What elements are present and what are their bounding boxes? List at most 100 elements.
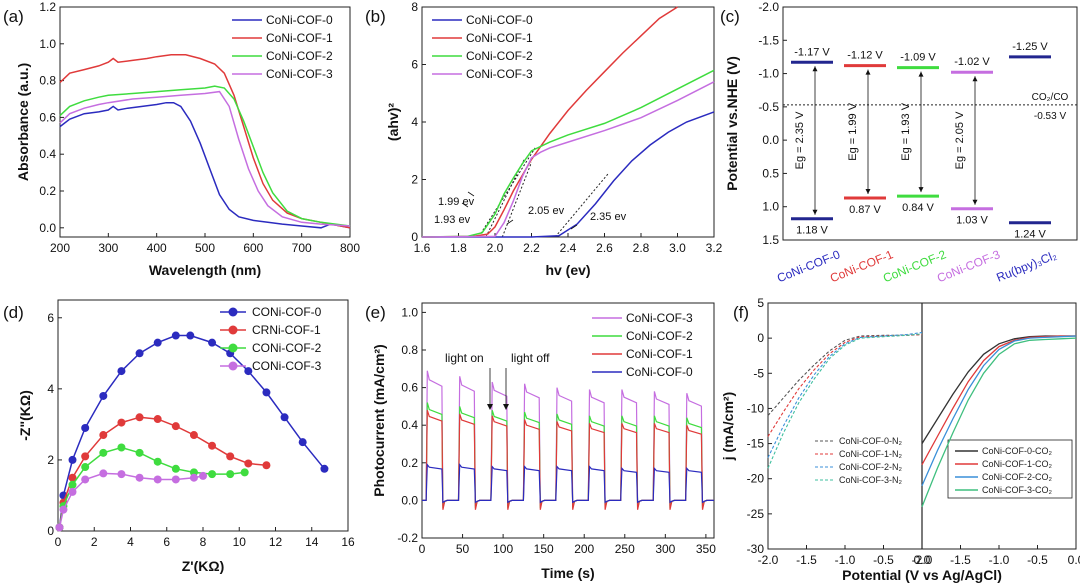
a-legend-label: CoNi-COF-0 <box>266 13 333 27</box>
b-series-line <box>421 69 715 238</box>
b-series-line <box>422 111 715 238</box>
panel-d: 0 2 4 6 8 10 12 14 16 0 2 4 6 CONi-COF-0 CRNi-COF-1 CON… <box>3 299 355 574</box>
c-y-tick-label: 0.0 <box>762 133 779 147</box>
e-y-axis-title: Photocurrent (mA/cm²) <box>371 344 387 496</box>
d-data-point <box>99 391 108 400</box>
d-data-point <box>135 349 144 358</box>
d-x-tick-label: 10 <box>233 535 247 549</box>
c-vb-label: 1.24 V <box>1014 229 1046 241</box>
panel-f: -30-25-20-15-10-505-2.0 -1.5 -1.0 -0.5 0.0-2… <box>720 296 1080 583</box>
d-x-tick-label: 12 <box>269 535 283 549</box>
c-vb-label: 1.03 V <box>956 215 988 227</box>
d-data-point <box>135 473 144 482</box>
d-data-point <box>153 475 162 484</box>
a-y-tick-label: 0.6 <box>39 110 56 124</box>
a-y-axis-title: Absorbance (a.u.) <box>15 63 31 181</box>
d-data-point <box>99 469 108 478</box>
e-x-tick-label: 50 <box>456 542 470 556</box>
d-data-point <box>189 473 198 482</box>
d-y-tick-label: 0 <box>47 524 54 538</box>
b-bandgap-annotation: 2.35 ev <box>590 211 627 223</box>
f-n2-series-line <box>767 334 923 437</box>
c-gap-value: Eg = 2.35 V <box>794 111 806 169</box>
panel-label-a: (a) <box>3 7 24 26</box>
e-y-tick-label: 1.0 <box>401 305 418 319</box>
d-data-point <box>68 480 77 489</box>
d-data-point <box>81 423 90 432</box>
d-data-point <box>262 461 271 470</box>
d-x-tick-label: 2 <box>91 535 98 549</box>
f-n2-series-line <box>767 334 923 416</box>
a-legend-label: CoNi-COF-1 <box>266 31 333 45</box>
f-x-tick-label: -0.5 <box>873 553 894 567</box>
d-data-point <box>117 418 126 427</box>
c-cb-label: -1.02 V <box>954 56 990 68</box>
f-x-tick-label: -1.5 <box>796 553 817 567</box>
d-data-point <box>59 505 68 514</box>
c-reference-value: -0.53 V <box>1034 111 1067 122</box>
e-x-tick-label: 200 <box>574 542 594 556</box>
d-data-point <box>99 431 108 440</box>
d-data-point <box>199 471 207 480</box>
b-bandgap-annotation: 1.99 ev <box>438 196 475 208</box>
d-x-tick-label: 16 <box>341 535 355 549</box>
d-y-tick-label: 2 <box>47 453 54 467</box>
a-series-line <box>59 101 351 229</box>
e-y-tick-label: 0.2 <box>401 456 418 470</box>
b-y-tick-label: 8 <box>411 0 418 14</box>
e-series-line <box>422 410 714 510</box>
panel-b: 1.6 1.8 2.0 2.2 2.4 2.6 2.8 3.0 3.2 0 2 4 6 8 CoNi-COF… <box>365 0 723 278</box>
b-x-tick-label: 2.2 <box>523 241 540 255</box>
b-y-tick-label: 4 <box>411 115 418 129</box>
d-data-point <box>244 459 253 468</box>
d-data-point <box>81 463 90 472</box>
c-material-label: CoNi-COF-3 <box>935 247 1002 285</box>
a-x-tick-label: 800 <box>340 241 360 255</box>
d-data-point <box>68 473 77 482</box>
f-y-tick-label: -5 <box>753 366 764 380</box>
f-n2-legend-label: CoNi-COF-3-N₂ <box>839 475 902 485</box>
f-x-tick-label: -2.0 <box>912 553 933 567</box>
c-gap-value: Eg = 1.93 V <box>900 102 912 160</box>
f-co2-legend-box <box>947 439 1073 499</box>
d-x-tick-label: 4 <box>127 535 134 549</box>
f-co2-legend-label: CoNi-COF-1-CO₂ <box>982 459 1052 469</box>
b-x-tick-label: 1.8 <box>450 241 467 255</box>
c-gap-value: Eg = 2.05 V <box>954 111 966 169</box>
d-data-point <box>208 338 217 347</box>
a-y-tick-label: 0.0 <box>39 221 56 235</box>
f-y-axis-title: j (mA/cm²) <box>720 392 736 461</box>
d-data-point <box>208 441 217 450</box>
d-data-point <box>153 338 162 347</box>
c-y-tick-label: -2.0 <box>758 0 779 14</box>
f-x-axis-title: Potential (V vs Ag/AgCl) <box>842 567 1002 583</box>
d-legend-marker <box>228 325 238 335</box>
d-legend-marker <box>228 307 238 317</box>
d-data-point <box>81 475 90 484</box>
d-data-point <box>153 457 162 466</box>
d-x-tick-label: 0 <box>55 535 62 549</box>
b-x-axis-title: hv (ev) <box>545 262 590 278</box>
c-cb-label: -1.25 V <box>1012 41 1048 53</box>
d-data-point <box>208 470 217 479</box>
a-y-tick-label: 0.8 <box>39 74 56 88</box>
c-y-tick-label: 0.5 <box>762 166 779 180</box>
a-series-line <box>59 90 351 227</box>
b-tangent-line <box>478 147 536 238</box>
c-y-tick-label: -0.5 <box>758 100 779 114</box>
f-y-tick-label: 0 <box>757 331 764 345</box>
b-x-tick-label: 1.6 <box>414 241 431 255</box>
b-y-tick-label: 2 <box>411 173 418 187</box>
e-x-tick-label: 150 <box>534 542 554 556</box>
e-legend-label: CoNi-COF-2 <box>626 329 693 343</box>
panel-label-f: (f) <box>733 303 749 322</box>
e-legend-label: CoNi-COF-3 <box>626 311 693 325</box>
a-legend-label: CoNi-COF-3 <box>266 67 333 81</box>
b-x-tick-label: 2.4 <box>560 241 577 255</box>
a-x-tick-label: 600 <box>243 241 263 255</box>
d-x-tick-label: 14 <box>305 535 319 549</box>
f-y-tick-label: 5 <box>757 296 764 310</box>
d-data-point <box>117 443 126 452</box>
c-cb-label: -1.17 V <box>794 46 830 58</box>
